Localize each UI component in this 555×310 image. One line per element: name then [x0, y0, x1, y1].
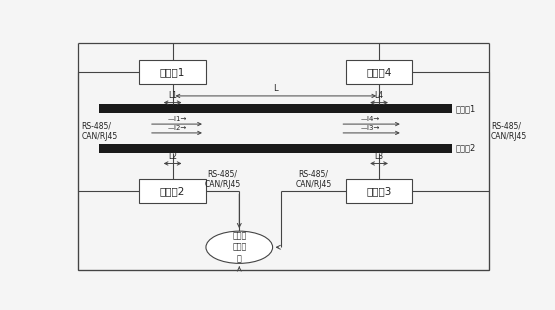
Text: 传感器4: 传感器4: [366, 67, 392, 77]
FancyBboxPatch shape: [99, 144, 452, 153]
FancyBboxPatch shape: [99, 104, 452, 113]
Ellipse shape: [206, 231, 273, 264]
Text: —I4→: —I4→: [361, 116, 380, 122]
Text: L3: L3: [375, 152, 384, 161]
Text: RS-485/
CAN/RJ45: RS-485/ CAN/RJ45: [295, 170, 331, 189]
Text: L4: L4: [375, 91, 384, 100]
Text: 传感器1: 传感器1: [160, 67, 185, 77]
Text: RS-485/
CAN/RJ45: RS-485/ CAN/RJ45: [82, 122, 118, 141]
Text: 传感器3: 传感器3: [366, 186, 392, 196]
Text: 回流轨1: 回流轨1: [456, 104, 476, 113]
FancyBboxPatch shape: [346, 60, 412, 84]
Text: 回流轨2: 回流轨2: [456, 144, 476, 153]
Text: 计算及
显示装
置: 计算及 显示装 置: [232, 231, 246, 264]
Text: RS-485/
CAN/RJ45: RS-485/ CAN/RJ45: [491, 122, 527, 141]
Text: —I3→: —I3→: [361, 125, 380, 131]
Text: RS-485/
CAN/RJ45: RS-485/ CAN/RJ45: [204, 170, 241, 189]
FancyBboxPatch shape: [139, 60, 206, 84]
FancyBboxPatch shape: [139, 179, 206, 203]
FancyBboxPatch shape: [346, 179, 412, 203]
Text: —I2→: —I2→: [167, 125, 186, 131]
Text: L1: L1: [168, 91, 177, 100]
Text: L2: L2: [168, 152, 177, 161]
Text: —I1→: —I1→: [167, 116, 186, 122]
Text: 传感器2: 传感器2: [160, 186, 185, 196]
Text: L: L: [274, 84, 278, 93]
